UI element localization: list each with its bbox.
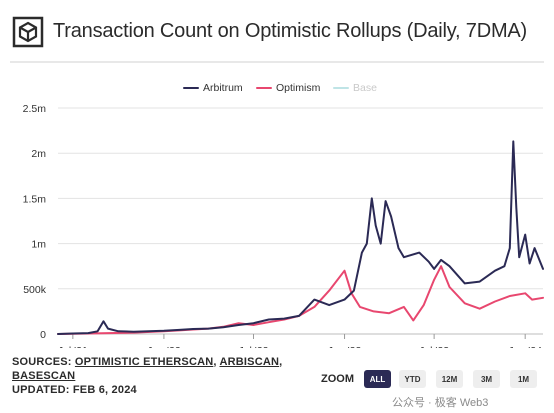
zoom-ytd-button[interactable]: YTD [399,370,426,388]
zoom-3m-button[interactable]: 3M [473,370,500,388]
y-tick-label: 500k [23,284,47,296]
watermark-text: 公众号 · 极客 Web3 [392,397,489,409]
x-tick-label: Jul '22 [238,345,268,348]
zoom-label: ZOOM [321,373,354,385]
chart-title: Transaction Count on Optimistic Rollups … [53,20,527,42]
series-line-optimism [57,265,544,335]
x-tick-label: Jan '23 [328,345,362,348]
line-chart: 0 500k 1m 1.5m 2m 2.5m Jul '21 Jan '22 Jul '22 Ja… [0,96,554,348]
cube-logo-icon [12,16,44,48]
legend-swatch-base [333,86,349,90]
legend-swatch-arbitrum [183,86,199,90]
series-line-arbitrum [57,140,544,335]
x-tick-label: Jan '22 [147,345,181,348]
sources-line-2: BASESCAN [12,370,75,382]
zoom-1m-button[interactable]: 1M [510,370,537,388]
legend-item-optimism[interactable]: Optimism [256,80,320,96]
y-tick-label: 2.5m [23,103,47,115]
legend-item-base[interactable]: Base [333,80,377,96]
legend-label-optimism: Optimism [276,82,321,94]
x-tick-label: Jan '24 [508,345,542,348]
y-tick-label: 0 [40,329,46,341]
sources-separator: , [213,356,220,368]
zoom-all-button[interactable]: ALL [364,370,391,388]
y-tick-label: 1m [31,239,46,251]
x-tick-label: Jul '21 [58,345,88,348]
legend-swatch-optimism [256,86,272,90]
updated-date: UPDATED: FEB 6, 2024 [12,384,137,396]
sources-separator: , [279,356,283,368]
source-link-optimistic-etherscan[interactable]: OPTIMISTIC ETHERSCAN [74,356,214,368]
zoom-12m-button[interactable]: 12M [436,370,463,388]
y-tick-label: 1.5m [23,193,47,205]
sources-line: SOURCES: OPTIMISTIC ETHERSCAN, ARBISCAN, [12,356,282,368]
legend-label-base: Base [353,82,377,94]
sources-prefix: SOURCES: [12,356,75,368]
legend-label-arbitrum: Arbitrum [203,82,243,94]
chart-canvas: 0 500k 1m 1.5m 2m 2.5m Jul '21 Jan '22 Jul '22 Ja… [23,103,544,348]
source-link-arbiscan[interactable]: ARBISCAN [219,356,280,368]
y-tick-label: 2m [31,148,46,160]
legend-item-arbitrum[interactable]: Arbitrum [183,80,243,96]
chart-legend: Arbitrum Optimism Base [0,80,554,96]
source-link-basescan[interactable]: BASESCAN [12,370,76,382]
x-tick-label: Jul '23 [419,345,449,348]
chart-header: Transaction Count on Optimistic Rollups … [0,0,554,62]
title-divider [10,61,544,63]
